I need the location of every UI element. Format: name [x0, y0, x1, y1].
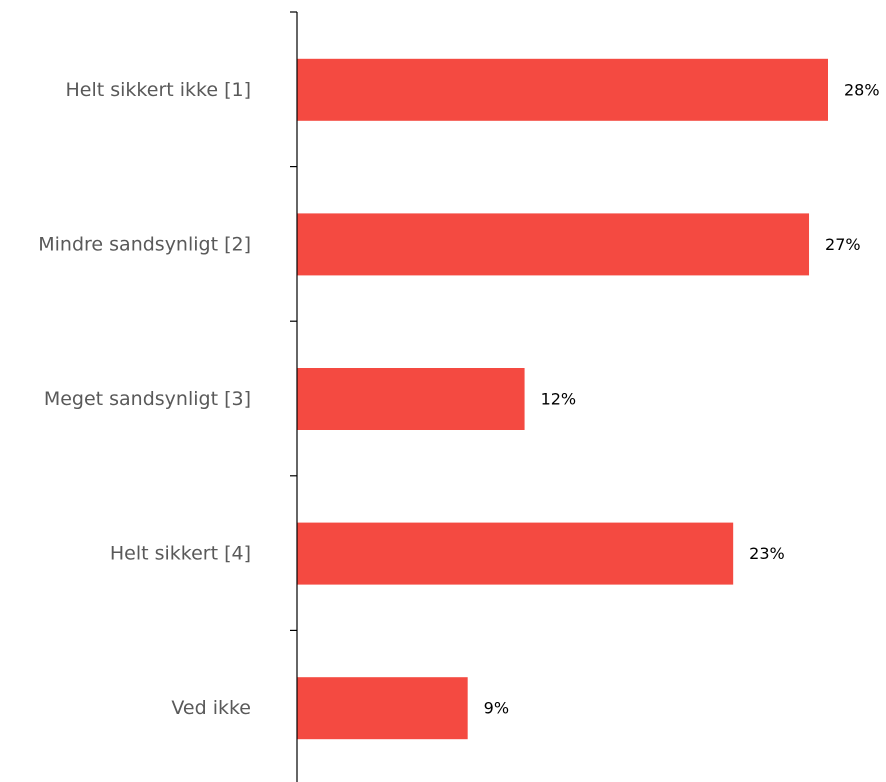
bar-3 [297, 368, 525, 430]
category-label: Helt sikkert [4] [110, 543, 251, 565]
bar-2 [297, 213, 810, 276]
value-label: 23% [749, 544, 785, 563]
value-label: 27% [825, 235, 861, 254]
value-label: 12% [541, 390, 577, 409]
value-label: 28% [844, 80, 880, 99]
bar-4 [297, 522, 734, 585]
value-labels-group: 28% 27% 12% 23% 9% [484, 80, 880, 717]
category-label: Helt sikkert ikke [1] [66, 79, 252, 101]
bar-5 [297, 677, 468, 740]
category-labels-group: Helt sikkert ikke [1] Mindre sandsynligt … [38, 79, 251, 719]
bar-1 [297, 58, 828, 121]
value-label: 9% [484, 699, 509, 718]
y-axis-ticks [290, 11, 297, 632]
category-label: Ved ikke [171, 697, 251, 719]
bars-group [297, 58, 828, 740]
category-label: Meget sandsynligt [3] [44, 388, 251, 410]
category-label: Mindre sandsynligt [2] [38, 233, 251, 255]
